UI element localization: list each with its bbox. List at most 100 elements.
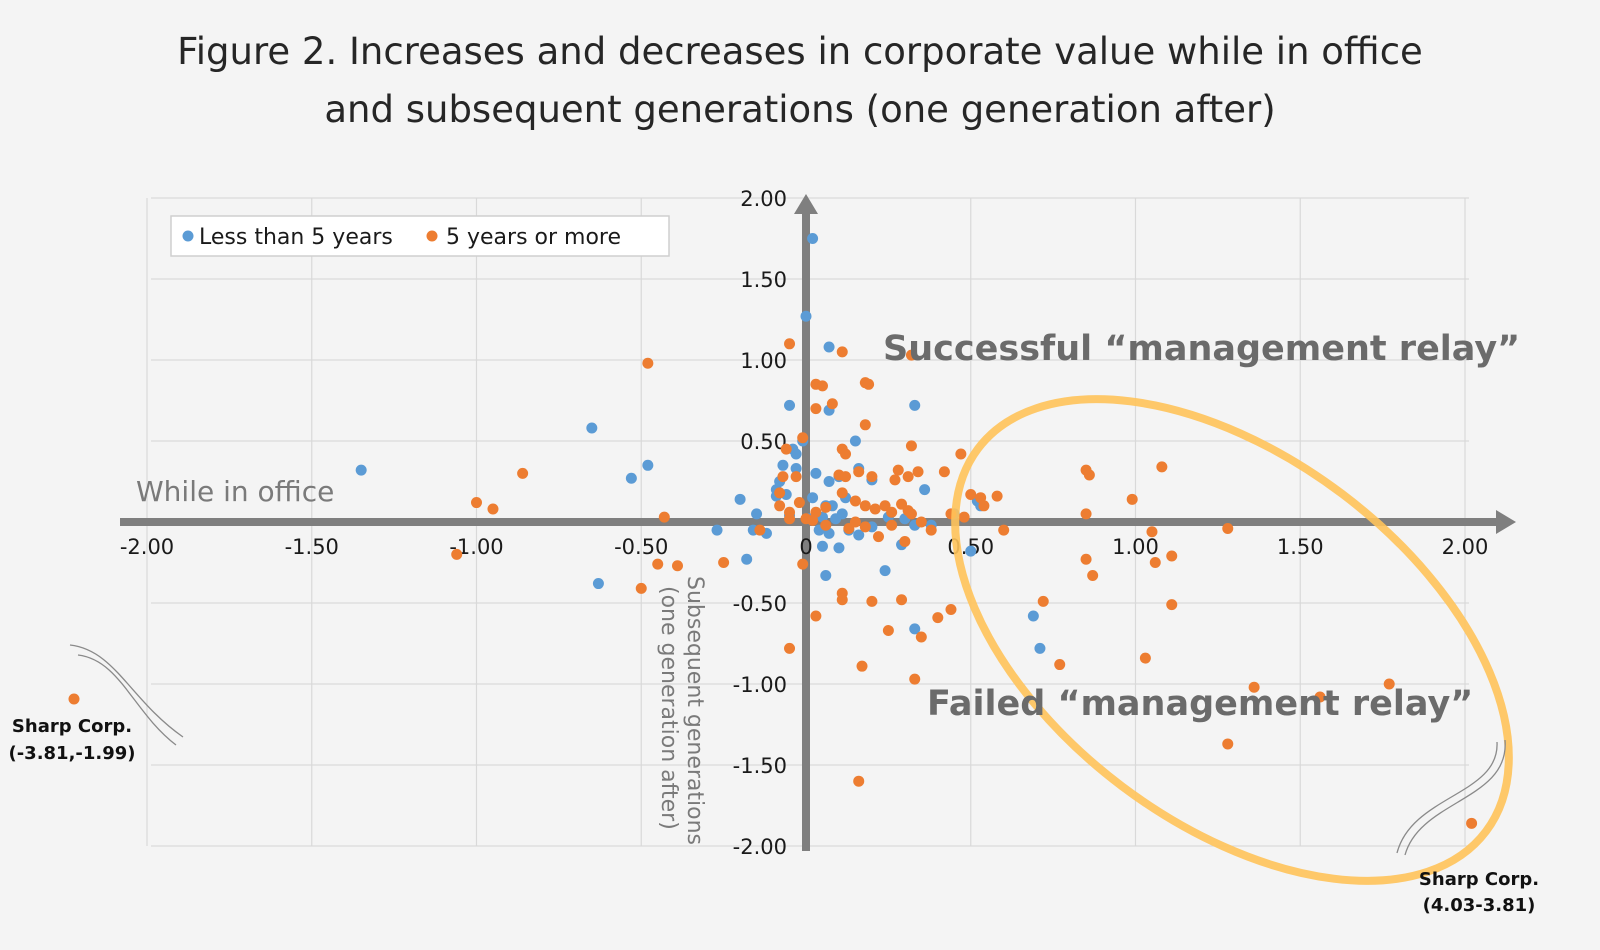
point-5-or-more — [784, 338, 796, 350]
x-axis-arrow — [1496, 510, 1516, 534]
point-5-or-more — [1166, 599, 1178, 611]
point-5-or-more — [1222, 738, 1234, 750]
point-5-or-more — [784, 513, 796, 525]
point-less-than-5 — [784, 399, 796, 411]
x-tick-label: -2.00 — [120, 535, 174, 559]
point-less-than-5 — [1034, 642, 1046, 654]
sharp-right-annotation: Sharp Corp. (4.03-3.81) — [1396, 739, 1539, 916]
point-5-or-more — [1149, 557, 1161, 568]
point-5-or-more — [909, 673, 921, 685]
point-5-or-more — [859, 521, 871, 533]
point-5-or-more — [915, 631, 927, 643]
y-axis-label-line-2: (one generation after) — [656, 586, 681, 830]
point-5-or-more — [1222, 522, 1234, 534]
point-5-or-more — [1080, 508, 1092, 520]
point-less-than-5 — [800, 310, 812, 322]
point-5-or-more — [998, 524, 1010, 536]
point-5-or-more — [955, 448, 967, 460]
point-5-or-more — [905, 349, 917, 361]
point-5-or-more — [905, 508, 917, 520]
point-5-or-more — [658, 511, 670, 523]
point-less-than-5 — [734, 493, 746, 505]
point-less-than-5 — [586, 422, 598, 434]
point-5-or-more — [784, 642, 796, 654]
x-tick-label: 0 — [799, 535, 812, 559]
legend-label-5-or-more: 5 years or more — [446, 225, 621, 250]
point-5-or-more — [1054, 659, 1066, 671]
point-5-or-more — [836, 594, 848, 606]
point-5-or-more — [1139, 652, 1151, 664]
point-5-or-more — [905, 440, 917, 452]
point-5-or-more — [780, 443, 792, 455]
point-5-or-more — [889, 474, 901, 486]
point-less-than-5 — [919, 484, 931, 496]
point-5-or-more — [810, 610, 822, 622]
point-5-or-more — [856, 660, 868, 672]
point-less-than-5 — [909, 623, 921, 635]
point-5-or-more — [807, 514, 819, 526]
point-5-or-more — [991, 490, 1003, 502]
point-5-or-more — [965, 488, 977, 500]
point-less-than-5 — [642, 459, 654, 471]
sharp-right-value: (4.03-3.81) — [1423, 895, 1536, 916]
point-5-or-more — [886, 506, 898, 518]
point-less-than-5 — [823, 476, 835, 487]
point-5-or-more — [958, 511, 970, 523]
point-5-or-more — [896, 594, 908, 606]
point-less-than-5 — [820, 569, 832, 581]
point-5-or-more — [774, 500, 786, 512]
x-tick-label: 1.50 — [1277, 535, 1324, 559]
sharp-left-annotation: Sharp Corp. (-3.81,-1.99) — [8, 644, 184, 764]
point-5-or-more — [816, 380, 828, 392]
point-less-than-5 — [965, 545, 977, 557]
point-5-or-more — [810, 403, 822, 415]
point-5-or-more — [754, 524, 766, 536]
point-5-or-more — [915, 516, 927, 528]
point-5-or-more — [777, 471, 789, 483]
point-5-or-more — [718, 557, 730, 568]
point-5-or-more — [840, 471, 852, 483]
x-tick-label: 2.00 — [1442, 535, 1489, 559]
point-less-than-5 — [790, 463, 802, 475]
legend-marker-less-than-5 — [182, 230, 194, 242]
y-tick-label: 1.00 — [740, 349, 787, 373]
point-5-or-more — [853, 775, 865, 787]
sharp-right-name: Sharp Corp. — [1419, 869, 1539, 890]
x-tick-label: -1.50 — [285, 535, 339, 559]
point-less-than-5 — [1027, 610, 1039, 622]
point-5-or-more — [1146, 526, 1158, 538]
point-5-or-more — [517, 467, 529, 479]
point-5-or-more — [840, 448, 852, 460]
point-5-or-more — [790, 471, 802, 483]
point-less-than-5 — [853, 529, 865, 541]
point-less-than-5 — [836, 508, 848, 520]
sharp-left-value: (-3.81,-1.99) — [8, 743, 135, 764]
y-tick-label: -2.00 — [733, 835, 787, 859]
point-5-or-more — [872, 531, 884, 543]
failed-relay-label: Failed “management relay” — [927, 684, 1473, 724]
point-less-than-5 — [592, 578, 604, 590]
point-5-or-more — [836, 487, 848, 499]
point-5-or-more — [866, 471, 878, 483]
point-5-or-more — [932, 612, 944, 624]
x-tick-label: 1.00 — [1112, 535, 1159, 559]
point-less-than-5 — [751, 508, 763, 520]
point-less-than-5 — [810, 467, 822, 479]
point-5-or-more — [652, 558, 664, 570]
point-5-or-more — [1126, 493, 1138, 505]
point-5-or-more — [978, 500, 990, 512]
y-tick-label: 1.50 — [740, 268, 787, 292]
legend-label-less-than-5: Less than 5 years — [199, 225, 393, 250]
point-5-or-more — [1248, 681, 1260, 693]
point-5-or-more — [899, 535, 911, 547]
y-tick-label: 0.50 — [740, 430, 787, 454]
point-less-than-5 — [807, 492, 819, 504]
y-tick-label: -0.50 — [733, 592, 787, 616]
point-5-or-more — [1166, 550, 1178, 562]
point-5-or-more — [820, 519, 832, 531]
point-less-than-5 — [823, 341, 835, 353]
point-5-or-more — [859, 500, 871, 512]
point-5-or-more — [451, 548, 463, 560]
point-5-or-more — [797, 558, 809, 570]
